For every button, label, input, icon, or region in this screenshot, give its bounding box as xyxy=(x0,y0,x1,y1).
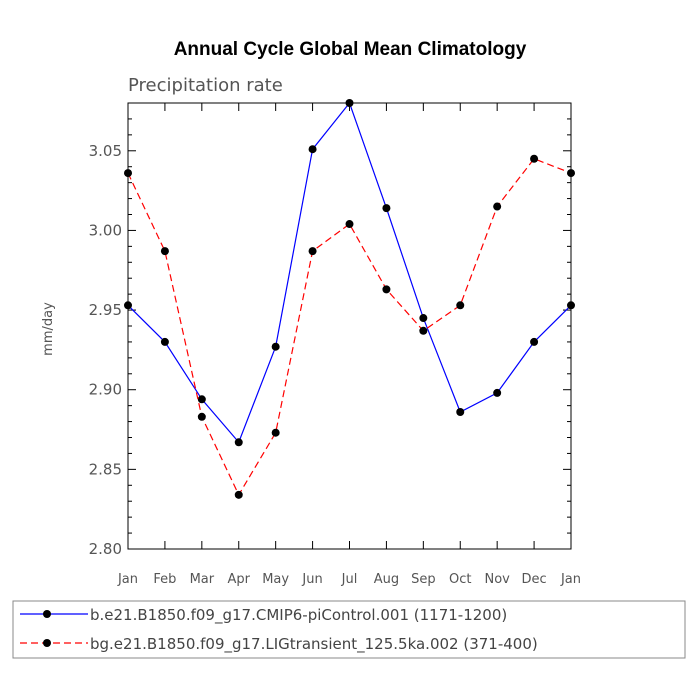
x-tick-label: Oct xyxy=(449,572,471,587)
y-tick-label: 2.95 xyxy=(89,301,122,319)
y-tick-label: 2.80 xyxy=(89,540,122,558)
data-point xyxy=(493,202,502,211)
x-tick-label: Aug xyxy=(374,572,399,587)
chart-title: Annual Cycle Global Mean Climatology xyxy=(174,39,527,60)
legend-label: b.e21.B1850.f09_g17.CMIP6-piControl.001 … xyxy=(90,606,507,625)
x-tick-label: Jan xyxy=(117,572,138,587)
data-point xyxy=(456,408,465,417)
data-point xyxy=(345,220,354,229)
legend-marker xyxy=(43,639,51,647)
plot-frame xyxy=(127,102,572,550)
data-point xyxy=(530,337,539,346)
x-tick-label: Mar xyxy=(190,572,215,587)
data-point xyxy=(419,326,428,335)
axes: 2.80 2.85 2.90 2.95 3.00 3.05 Jan Feb Mar Apr May J… xyxy=(89,102,581,587)
y-tick-label: 3.00 xyxy=(89,221,122,239)
y-tick-label: 2.90 xyxy=(89,381,122,399)
data-point xyxy=(234,438,243,447)
x-tick-label: Sep xyxy=(411,572,436,587)
data-point xyxy=(308,145,317,154)
data-point xyxy=(271,342,280,351)
x-tick-label: Jan xyxy=(560,572,581,587)
x-tick-label: May xyxy=(262,572,289,587)
data-point xyxy=(382,285,391,294)
legend-label: bg.e21.B1850.f09_g17.LIGtransient_125.5k… xyxy=(90,635,538,654)
y-tick-label: 3.05 xyxy=(89,142,122,160)
x-tick-label: Nov xyxy=(484,572,510,587)
data-point xyxy=(160,337,169,346)
legend-box xyxy=(12,600,686,659)
data-point xyxy=(160,247,169,256)
x-tick-label: Dec xyxy=(522,572,547,587)
data-point xyxy=(308,247,317,256)
series-line xyxy=(127,158,572,497)
x-tick-label: Jul xyxy=(341,572,358,587)
x-tick-label: Apr xyxy=(228,572,251,587)
data-point xyxy=(419,314,428,323)
plot-series xyxy=(124,99,575,499)
data-point xyxy=(382,204,391,213)
data-point xyxy=(530,154,539,163)
x-tick-label: Feb xyxy=(153,572,176,587)
data-point xyxy=(456,301,465,310)
series-1 xyxy=(124,99,575,447)
series-2 xyxy=(124,154,575,499)
data-point xyxy=(197,395,206,404)
legend-marker xyxy=(43,610,51,618)
y-axis-label: mm/day xyxy=(41,302,56,356)
data-point xyxy=(197,412,206,421)
series-line xyxy=(127,101,572,444)
chart-subtitle: Precipitation rate xyxy=(128,75,283,96)
data-point xyxy=(493,388,502,397)
data-point xyxy=(271,428,280,437)
y-tick-label: 2.85 xyxy=(89,460,122,478)
data-point xyxy=(234,490,243,499)
x-tick-label: Jun xyxy=(301,572,322,587)
legend: b.e21.B1850.f09_g17.CMIP6-piControl.001 … xyxy=(12,600,686,659)
